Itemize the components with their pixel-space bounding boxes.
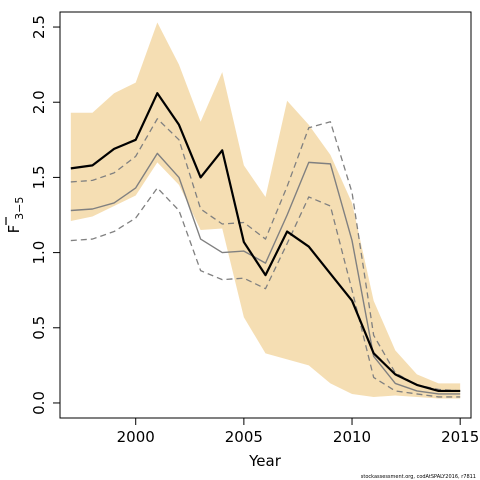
y-tick-label: 1.0 (30, 241, 48, 265)
y-tick-label: 2.0 (30, 90, 48, 114)
x-axis: 2000 2005 2010 2015 (117, 417, 479, 446)
y-axis-title: F 3−5 (5, 197, 26, 234)
x-tick-label: 2010 (333, 428, 371, 446)
y-tick-label: 0.0 (30, 391, 48, 415)
confidence-band (70, 22, 461, 399)
y-axis: 0.0 0.5 1.0 1.5 2.0 2.5 (30, 15, 61, 415)
x-tick-label: 2000 (117, 428, 155, 446)
series-previous (70, 152, 461, 395)
x-axis-title: Year (248, 452, 282, 470)
y-axis-title-main: F (5, 225, 23, 234)
y-tick-label: 1.5 (30, 165, 48, 189)
x-tick-label: 2015 (441, 428, 479, 446)
y-axis-title-sub: 3−5 (13, 197, 26, 220)
series-previous-lower (70, 187, 461, 398)
series-previous-upper (70, 118, 461, 392)
series-estimate (70, 92, 461, 393)
y-tick-label: 2.5 (30, 15, 48, 39)
x-tick-label: 2005 (225, 428, 263, 446)
plot-layer (70, 22, 461, 399)
footnote: stockassessment.org, codAtSPALY2016, r78… (361, 474, 476, 480)
svg-text:F 3−5: F 3−5 (5, 197, 26, 234)
y-tick-label: 0.5 (30, 316, 48, 340)
